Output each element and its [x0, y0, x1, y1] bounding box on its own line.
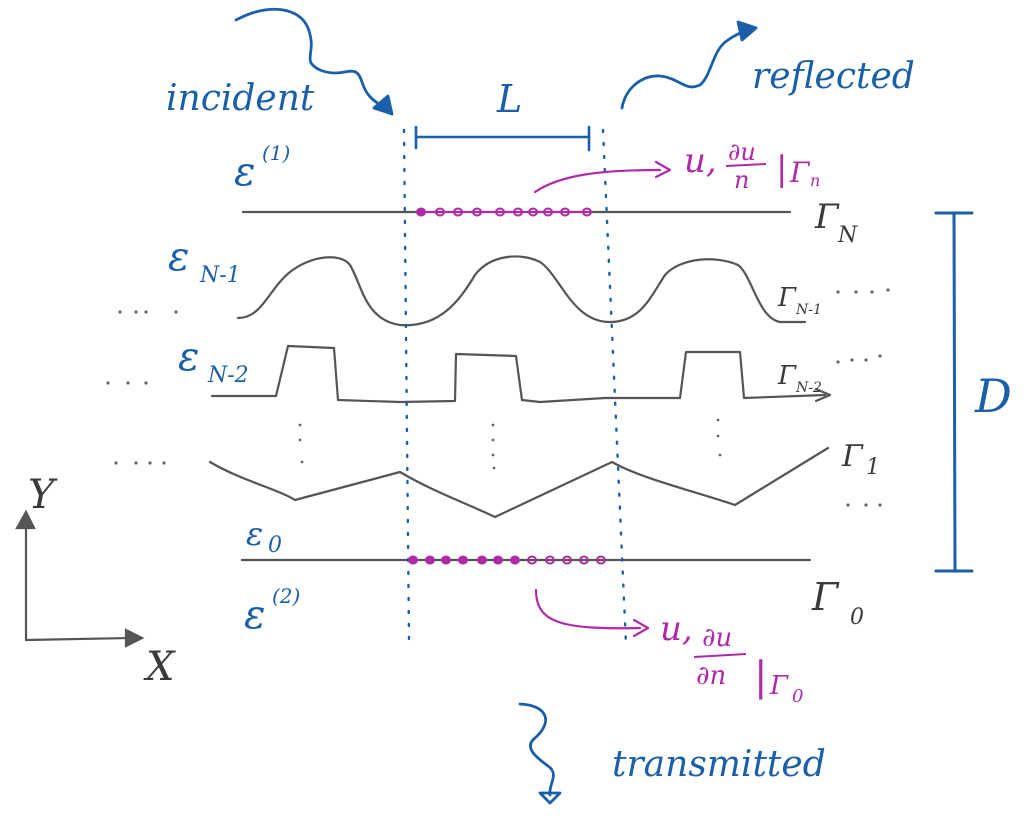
svg-text:|: |: [776, 149, 787, 189]
svg-text:∂n: ∂n: [696, 661, 726, 691]
gamma-N-2-label: Γ N-2: [777, 361, 822, 396]
bottom-bc-arrowhead: [632, 618, 650, 638]
reflected-arrow: [620, 28, 750, 110]
svg-text:N-1: N-1: [199, 263, 241, 288]
eps-top-label: ε (1): [234, 141, 290, 195]
period-bracket: [414, 125, 591, 152]
x-axis-label: X: [143, 644, 176, 690]
svg-text:N-2: N-2: [207, 363, 249, 388]
y-axis-arrowhead: [15, 509, 36, 530]
incident-arrowhead: [372, 94, 394, 116]
eps-0-label: ε 0: [246, 515, 282, 558]
svg-text:∂u: ∂u: [728, 138, 756, 166]
wave-arrows: [234, 7, 758, 805]
svg-text:|: |: [754, 654, 767, 700]
thickness-label: D: [974, 369, 1012, 423]
eps-bottom-label: ε (2): [244, 584, 300, 638]
svg-text:N-2: N-2: [795, 380, 822, 396]
top-bc-arrowhead: [654, 160, 672, 179]
svg-text:Γ: Γ: [769, 671, 789, 701]
svg-text:n: n: [810, 171, 820, 190]
svg-text:ε: ε: [234, 149, 255, 195]
svg-text:ε: ε: [244, 592, 265, 638]
svg-text:Γ: Γ: [811, 575, 840, 619]
svg-text:ε: ε: [178, 334, 199, 380]
x-axis: [24, 636, 134, 642]
svg-text:N-1: N-1: [795, 302, 822, 318]
incident-arrow: [234, 7, 387, 110]
gamma-1-label: Γ 1: [841, 439, 880, 480]
svg-text:Γ: Γ: [777, 283, 797, 313]
interface-gamma-1: [208, 446, 830, 519]
gamma-N-1-label: Γ N-1: [777, 283, 822, 318]
incident-label: incident: [166, 78, 315, 119]
left-period-boundary: [402, 128, 411, 642]
coordinate-axes: [15, 509, 145, 648]
top-bc-arrow: [533, 168, 662, 194]
svg-text:Γ: Γ: [789, 156, 811, 189]
gamma-N-label: Γ N: [814, 197, 858, 248]
right-period-boundary: [601, 128, 628, 647]
svg-text:u,: u,: [684, 141, 717, 181]
svg-text:0: 0: [792, 686, 803, 707]
eps-N-2-label: ε N-2: [178, 334, 249, 388]
svg-text:u,: u,: [660, 609, 693, 649]
x-axis-arrowhead: [124, 628, 145, 648]
continuation-dots: [106, 288, 890, 507]
transmitted-label: transmitted: [612, 744, 826, 785]
thickness-bracket: [934, 211, 974, 573]
svg-text:Γ: Γ: [814, 197, 840, 237]
y-axis-label: Y: [28, 472, 58, 518]
bottom-quadrature-points: [408, 555, 606, 565]
svg-text:ε: ε: [168, 234, 189, 280]
reflected-arrowhead: [736, 20, 758, 42]
svg-text:∂u: ∂u: [702, 623, 732, 653]
svg-text:Γ: Γ: [777, 361, 797, 391]
svg-text:(2): (2): [272, 584, 300, 608]
interface-gamma-N-1: [236, 255, 807, 327]
reflected-label: reflected: [752, 56, 915, 97]
svg-text:(1): (1): [262, 141, 290, 165]
bc-callout-arrows: [533, 160, 672, 638]
svg-text:1: 1: [866, 455, 880, 480]
period-boundaries: [402, 128, 628, 647]
top-quadrature-points: [416, 207, 592, 217]
svg-text:N: N: [837, 223, 858, 248]
top-bc-annotation: u, ∂u n | Γ n: [684, 138, 820, 194]
svg-text:ε: ε: [246, 515, 263, 553]
bottom-bc-arrow: [534, 588, 642, 630]
interface-gamma-N-2: [210, 344, 827, 404]
svg-text:0: 0: [850, 605, 864, 630]
svg-text:n: n: [734, 166, 749, 194]
eps-N-1-label: ε N-1: [168, 234, 241, 288]
bottom-bc-annotation: u, ∂u ∂n | Γ 0: [660, 609, 803, 707]
interfaces: [208, 210, 832, 562]
interface-gamma-N-2-arrowhead: [814, 387, 832, 403]
gamma-0-label: Γ 0: [811, 575, 864, 630]
svg-text:0: 0: [268, 533, 282, 558]
transmitted-arrow: [518, 702, 555, 797]
period-label: L: [496, 77, 522, 121]
svg-text:Γ: Γ: [841, 439, 864, 474]
transmitted-arrowhead: [538, 791, 562, 805]
